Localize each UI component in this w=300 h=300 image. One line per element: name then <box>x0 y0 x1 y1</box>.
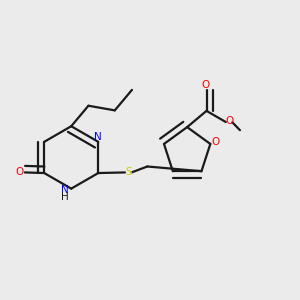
Text: O: O <box>225 116 233 126</box>
Text: O: O <box>212 137 220 148</box>
Text: S: S <box>125 167 132 177</box>
Text: H: H <box>61 192 69 202</box>
Text: O: O <box>201 80 209 90</box>
Text: N: N <box>94 132 102 142</box>
Text: N: N <box>61 185 69 195</box>
Text: O: O <box>15 167 24 177</box>
